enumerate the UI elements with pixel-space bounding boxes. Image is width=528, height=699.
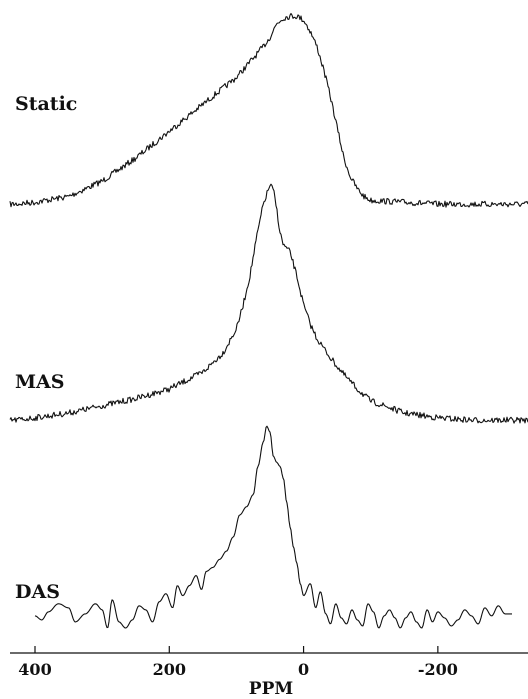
- spectrum-static-line: [9, 12, 528, 208]
- spectrum-mas-line: [9, 183, 528, 424]
- x-tick-label: 0: [298, 660, 309, 679]
- x-axis-ticks: 400 200 0 -200: [18, 646, 458, 679]
- x-tick-label: 200: [153, 660, 186, 679]
- static-label: Static: [15, 93, 77, 115]
- spectrum-traces: [9, 12, 528, 629]
- spectrum-das-line: [34, 425, 512, 629]
- x-tick-label: 400: [18, 660, 51, 679]
- x-axis-title: PPM: [249, 679, 294, 699]
- x-tick-label: -200: [418, 660, 458, 679]
- spectrum-labels: Static MAS DAS: [15, 93, 77, 603]
- das-label: DAS: [15, 581, 60, 603]
- mas-label: MAS: [15, 371, 65, 393]
